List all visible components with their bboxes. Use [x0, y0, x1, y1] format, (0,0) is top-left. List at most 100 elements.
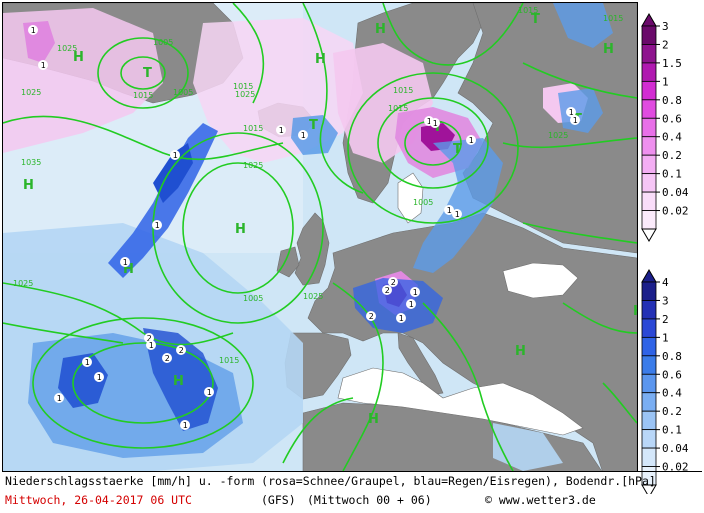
precipitation-value-label: 1 [413, 288, 418, 297]
legend-color-swatch [641, 373, 657, 394]
map-canvas: 1025100510151025101510051025101510351015… [3, 3, 637, 471]
precipitation-value-marker [430, 118, 440, 128]
precipitation-value-label: 1 [57, 394, 62, 403]
isobars [3, 3, 637, 471]
pressure-value-label: 1025 [21, 88, 41, 97]
snow-legend: 3 2 1.5 1 0.8 0.6 0.4 0.2 0.1 0.04 0.02 [641, 13, 689, 242]
precipitation-value-marker [38, 60, 48, 70]
high-pressure-marker: H [603, 42, 614, 57]
precipitation-value-marker [382, 285, 392, 295]
precipitation-value-label: 1 [573, 116, 578, 125]
legend-level-label: 0.8 [662, 350, 682, 363]
legend-level-label: 0.02 [662, 205, 689, 218]
precipitation-value-marker [176, 345, 186, 355]
pressure-value-label: 1015 [388, 104, 408, 113]
legend-color-swatch [641, 318, 657, 338]
precipitation-value-marker [466, 135, 476, 145]
legend-arrow-top [641, 269, 657, 283]
caption-description: Niederschlagsstaerke [mm/h] u. -form (ro… [5, 474, 656, 488]
pressure-value-label: 1015 [393, 86, 413, 95]
legend-color-swatch [641, 191, 657, 211]
legend-level-label: 3 [662, 20, 669, 33]
high-pressure-marker: H [23, 178, 34, 193]
precipitation-value-marker [82, 357, 92, 367]
precipitation-value-label: 1 [433, 119, 438, 128]
precipitation-value-label: 2 [179, 346, 184, 355]
pressure-value-label: 1015 [219, 356, 239, 365]
legend-arrow-top [641, 13, 657, 27]
precipitation-value-marker [170, 150, 180, 160]
legend-level-label: 0.4 [662, 131, 682, 144]
precipitation-value-marker [566, 107, 576, 117]
precipitation-value-marker [396, 313, 406, 323]
legend-color-swatch [641, 392, 657, 412]
legend-color-swatch [641, 154, 657, 175]
pressure-value-label: 1025 [243, 161, 263, 170]
legend-level-label: 1.5 [662, 57, 682, 70]
precipitation-value-marker [444, 205, 454, 215]
legend-color-swatch [641, 136, 657, 156]
land-ireland [276, 246, 300, 278]
legend-level-label: 0.6 [662, 368, 682, 381]
pressure-value-label: 1015 [243, 124, 263, 133]
legend-color-swatch [641, 117, 657, 138]
high-pressure-marker: H [73, 50, 84, 65]
precipitation-value-marker [298, 130, 308, 140]
legend-color-swatch [641, 300, 657, 320]
high-pressure-marker: H [123, 262, 134, 277]
low-pressure-marker: T [309, 118, 318, 133]
legend-color-swatch [641, 410, 657, 431]
precipitation-value-marker [388, 277, 398, 287]
caption-date: Mittwoch, 26-04-2017 06 UTC [5, 493, 192, 507]
legend-color-swatch [641, 447, 657, 467]
precipitation-value-marker [410, 287, 420, 297]
inland-seas [337, 172, 584, 436]
precipitation-value-marker [94, 372, 104, 382]
legend-level-label: 4 [662, 276, 669, 289]
low-pressure-marker: T [453, 142, 462, 157]
legend-level-label: 2 [662, 38, 669, 51]
pressure-value-label: 1025 [303, 292, 323, 301]
legend-level-label: 3 [662, 294, 669, 307]
precipitation-map: 1025 1005 1015 1025 1015 1005 1025 1015 1035 1015… [2, 2, 638, 472]
precipitation-value-label: 1 [569, 108, 574, 117]
pressure-value-label: 1025 [548, 131, 568, 140]
legend-level-label: 0.1 [662, 168, 682, 181]
low-pressure-marker: T [143, 66, 152, 81]
high-pressure-marker: H [375, 22, 386, 37]
pressure-value-label: 1015 [233, 82, 253, 91]
precipitation-value-label: 1 [469, 136, 474, 145]
legend-level-label: 2 [662, 313, 669, 326]
precipitation-value-label: 1 [183, 421, 188, 430]
legend-level-label: 0.1 [662, 424, 682, 437]
precipitation-value-marker [120, 257, 130, 267]
map-caption: Niederschlagsstaerke [mm/h] u. -form (ro… [2, 471, 702, 512]
precipitation-value-label: 1 [173, 151, 178, 160]
precipitation-value-label: 2 [165, 354, 170, 363]
precipitation-value-label: 1 [399, 314, 404, 323]
sea-black [502, 262, 579, 299]
high-pressure-marker: H [515, 344, 526, 359]
precipitation-value-label: 1 [123, 258, 128, 267]
legend-panel: 3 2 1.5 1 0.8 0.6 0.4 0.2 0.1 0.04 0.02 4 3 2 1 0.8 0.6… [638, 2, 702, 494]
legend-color-swatch [641, 80, 657, 101]
precipitation-value-label: 1 [85, 358, 90, 367]
pressure-value-label: 1015 [518, 6, 538, 15]
legend-level-label: 0.04 [662, 186, 689, 199]
precipitation-value-marker [570, 115, 580, 125]
caption-copyright-link[interactable]: © www.wetter3.de [485, 493, 596, 507]
legend-color-swatch [641, 25, 657, 45]
precipitation-value-marker [54, 393, 64, 403]
legend-color-swatch [641, 62, 657, 82]
legend-level-label: 0.6 [662, 112, 682, 125]
precipitation-value-label: 1 [279, 126, 284, 135]
legend-color-swatch [641, 429, 657, 449]
legend-color-swatch [641, 355, 657, 375]
pressure-value-label: 1005 [173, 88, 193, 97]
precipitation-value-label: 1 [427, 117, 432, 126]
precipitation-value-label: 1 [41, 61, 46, 70]
precipitation-value-marker [406, 299, 416, 309]
low-pressure-marker: T [433, 120, 442, 135]
low-pressure-marker: T [531, 12, 540, 27]
precipitation-value-label: 1 [455, 210, 460, 219]
